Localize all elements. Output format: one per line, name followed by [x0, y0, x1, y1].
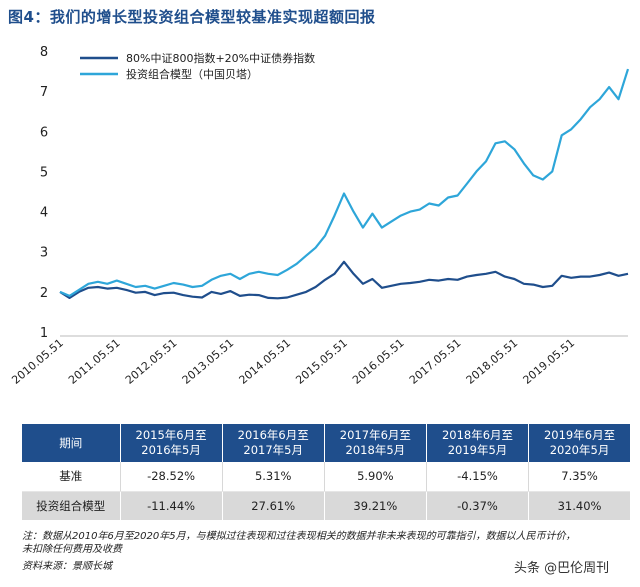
watermark: 头条 @巴伦周刊	[514, 561, 610, 576]
x-tick-label: 2018.05.51	[464, 336, 521, 386]
table-header-cell: 2018年6月至 2019年5月	[426, 424, 530, 462]
table-cell: -28.52%	[120, 462, 223, 492]
table-header-cell: 2017年6月至 2018年5月	[324, 424, 427, 462]
portfolio-series-line	[59, 68, 630, 297]
source-note: 资料来源：景顺长城	[22, 561, 112, 572]
table-header-row: 期间 2015年6月至 2016年5月 2016年6月至 2017年5月 2017年6月至…	[22, 424, 630, 462]
y-tick-label: 8	[40, 45, 48, 60]
x-tick-label: 2017.05.51	[407, 336, 464, 386]
table-cell: -11.44%	[120, 491, 223, 520]
x-tick-label: 2014.05.51	[237, 336, 294, 386]
table-cell: 5.90%	[324, 462, 427, 492]
x-tick-label: 2013.05.51	[180, 336, 237, 386]
x-tick-label: 2011.05.51	[66, 336, 123, 386]
table-row: 基准 -28.52% 5.31% 5.90% -4.15% 7.35%	[22, 462, 630, 492]
table-cell: 31.40%	[528, 491, 630, 520]
legend-label: 80%中证800指数+20%中证债券指数	[126, 51, 315, 65]
table-cell: 39.21%	[324, 491, 427, 520]
table-cell: -4.15%	[426, 462, 530, 492]
footnote: 注：数据从2010年6月至2020年5月，与模拟过往表现和过往表现相关的数据并非…	[22, 530, 576, 556]
benchmark-series-line	[59, 260, 629, 300]
y-tick-label: 1	[40, 326, 48, 341]
x-tick-label: 2012.05.51	[123, 336, 180, 386]
table-cell: 5.31%	[222, 462, 325, 492]
table-cell: 基准	[22, 462, 121, 492]
y-tick-label: 6	[40, 125, 48, 140]
table-cell: 27.61%	[222, 491, 325, 520]
series-group	[59, 68, 630, 300]
footnote-line: 注：数据从2010年6月至2020年5月，与模拟过往表现和过往表现相关的数据并非…	[22, 531, 576, 542]
x-tick-label: 2016.05.51	[350, 336, 407, 386]
figure-title: 图4：我们的增长型投资组合模型较基准实现超额回报	[8, 8, 376, 26]
x-tick-label: 2015.05.51	[293, 336, 350, 386]
y-tick-label: 2	[40, 286, 48, 301]
returns-table: 期间 2015年6月至 2016年5月 2016年6月至 2017年5月 2017年6月至…	[22, 424, 630, 520]
table-header-cell: 期间	[22, 424, 121, 462]
table-header-cell: 2016年6月至 2017年5月	[222, 424, 325, 462]
table-cell: -0.37%	[426, 491, 530, 520]
legend-label: 投资组合模型（中国贝塔）	[126, 67, 258, 81]
table-cell: 7.35%	[528, 462, 630, 492]
table-cell: 投资组合模型	[22, 491, 121, 520]
table-header-cell: 2015年6月至 2016年5月	[120, 424, 223, 462]
table-body: 基准 -28.52% 5.31% 5.90% -4.15% 7.35% 投资组合模型 -11.…	[22, 462, 630, 520]
footnote-line: 未扣除任何费用及收费	[22, 544, 122, 555]
y-tick-label: 4	[40, 206, 48, 221]
y-tick-label: 5	[40, 165, 48, 180]
x-tick-label: 2010.05.51	[9, 336, 66, 386]
y-tick-label: 7	[40, 85, 48, 100]
x-axis: 2010.05.51 2011.05.51 2012.05.51 2013.05.51…	[9, 335, 628, 387]
y-tick-label: 3	[40, 246, 48, 261]
table-header-cell: 2019年6月至 2020年5月	[528, 424, 630, 462]
y-axis: 1 2 3 4 5 6 7 8	[40, 45, 48, 341]
x-tick-label: 2019.05.51	[521, 336, 578, 386]
table-row: 投资组合模型 -11.44% 27.61% 39.21% -0.37% 31.40%	[22, 491, 630, 520]
